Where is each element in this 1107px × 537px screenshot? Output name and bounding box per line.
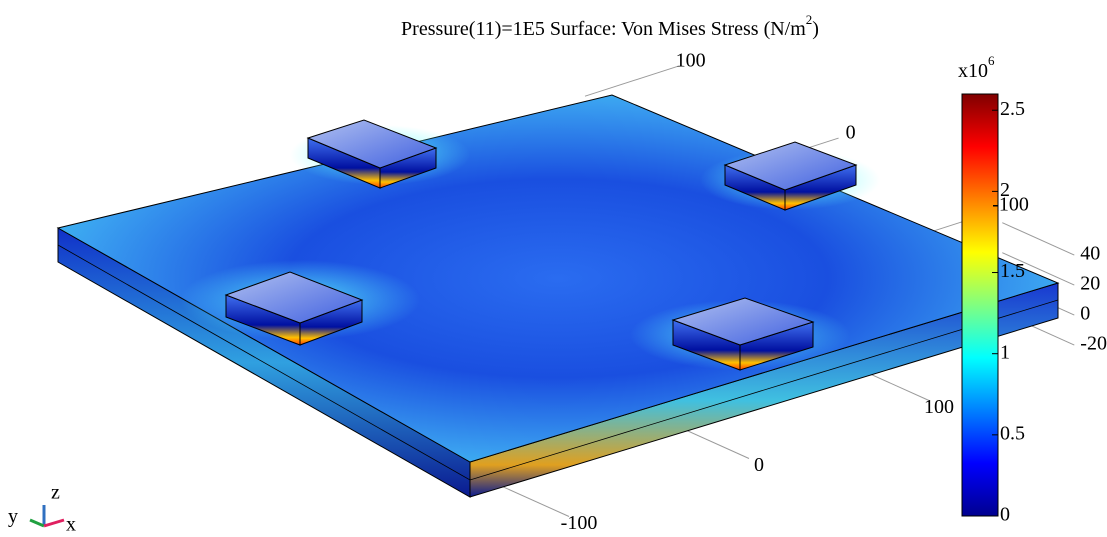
chart-title: Pressure(11)=1E5 Surface: Von Mises Stre…: [401, 12, 819, 40]
x-tick-label: -100: [561, 512, 598, 534]
triad-x: [44, 520, 64, 526]
x-tick-label: 0: [754, 454, 764, 476]
title-text: Pressure(11)=1E5 Surface: Von Mises Stre…: [401, 18, 806, 40]
triad-label: y: [8, 506, 18, 528]
colorbar-tick-label: 2: [1000, 179, 1010, 201]
z-tick-label: -20: [1080, 333, 1107, 355]
colorbar-multiplier: x106: [958, 53, 995, 82]
colorbar-tick-label: 0.5: [1000, 422, 1025, 444]
triad: z y x: [8, 482, 76, 536]
colorbar-tick-label: 0: [1000, 504, 1010, 526]
colorbar-tick-label: 2.5: [1000, 98, 1025, 120]
y-tick-label: 0: [846, 122, 856, 144]
multiplier-exp: 6: [988, 53, 995, 68]
x-tick-label: 100: [924, 396, 954, 418]
triad-y: [30, 520, 44, 526]
colorbar-tick-label: 1: [1000, 341, 1010, 363]
triad-label: x: [66, 514, 76, 536]
y-grid-line: [585, 66, 679, 96]
title-end: ): [812, 18, 819, 40]
multiplier-base: x10: [958, 60, 988, 82]
y-tick-label: -100: [992, 194, 1029, 216]
y-tick-label: 100: [676, 50, 706, 72]
colorbar: [962, 94, 998, 516]
plate: [58, 95, 1058, 497]
chart: Pressure(11)=1E5 Surface: Von Mises Stre…: [0, 0, 1107, 537]
z-tick-label: 20: [1080, 273, 1100, 295]
triad-label: z: [51, 482, 60, 504]
colorbar-tick-label: 1.5: [1000, 260, 1025, 282]
z-tick-label: 40: [1080, 243, 1100, 265]
z-grid-line: [1002, 223, 1074, 255]
z-tick-label: 0: [1080, 303, 1090, 325]
